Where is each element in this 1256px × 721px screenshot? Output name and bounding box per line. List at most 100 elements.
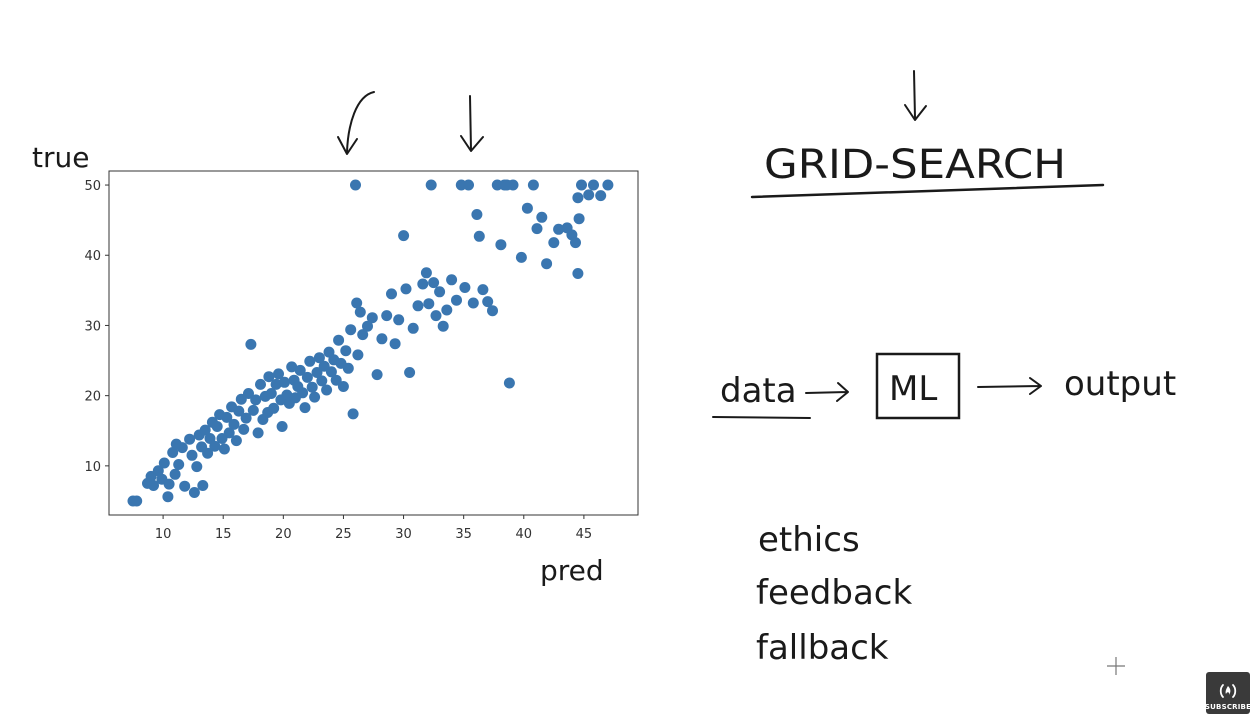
scatter-point bbox=[281, 389, 293, 401]
scatter-point bbox=[548, 237, 560, 249]
scatter-point bbox=[366, 312, 378, 324]
scatter-point bbox=[240, 412, 252, 424]
scatter-point bbox=[371, 369, 383, 381]
scatter-point bbox=[446, 274, 458, 286]
scatter-point bbox=[255, 378, 266, 390]
scatter-point bbox=[521, 202, 533, 214]
scatter-point bbox=[238, 423, 250, 435]
scatter-point bbox=[407, 322, 419, 334]
scatter-point bbox=[376, 333, 388, 345]
grid-search-arrow-icon bbox=[904, 70, 927, 121]
scatter-point bbox=[477, 284, 489, 296]
cursor-crosshair-icon bbox=[1107, 657, 1125, 675]
scatter-point bbox=[321, 384, 333, 396]
scatter-point bbox=[381, 310, 393, 322]
scatter-point bbox=[211, 421, 223, 432]
scatter-point bbox=[158, 457, 170, 469]
subscribe-label: SUBSCRIBE bbox=[1204, 703, 1252, 711]
scatter-point bbox=[184, 433, 196, 445]
grid-search-underline bbox=[750, 183, 1105, 199]
scatter-point bbox=[218, 443, 230, 455]
y-tick-label: 20 bbox=[84, 390, 101, 405]
x-tick-label: 30 bbox=[395, 527, 412, 542]
y-axis-ticks: 10 20 30 40 50 bbox=[84, 179, 109, 475]
scatter-point bbox=[162, 491, 174, 503]
scatter-point bbox=[270, 378, 282, 390]
scatter-point bbox=[250, 394, 262, 406]
scatter-point bbox=[333, 334, 345, 346]
scatter-point bbox=[299, 402, 311, 414]
scatter-point bbox=[389, 338, 401, 350]
scatter-point bbox=[350, 179, 361, 191]
scatter-point bbox=[294, 364, 306, 376]
scatter-point bbox=[471, 209, 483, 220]
y-tick-label: 50 bbox=[84, 179, 101, 194]
scatter-point bbox=[527, 179, 539, 191]
scatter-point bbox=[467, 297, 479, 309]
scatter-point bbox=[273, 368, 284, 380]
scatter-point bbox=[553, 223, 565, 235]
scatter-point bbox=[179, 480, 191, 492]
scatter-point bbox=[230, 435, 242, 447]
scatter-point bbox=[352, 349, 364, 361]
scatter-point bbox=[169, 468, 181, 480]
grid-search-title: GRID-SEARCH bbox=[764, 142, 1066, 188]
y-tick-label: 40 bbox=[84, 249, 101, 264]
scatter-point bbox=[191, 461, 203, 473]
scatter-point bbox=[362, 320, 373, 332]
scatter-chart: 10 15 20 25 30 35 40 45 10 20 30 40 50 bbox=[84, 170, 639, 542]
curved-arrow-head-icon bbox=[337, 136, 358, 155]
scatter-point bbox=[313, 352, 325, 364]
scatter-point bbox=[233, 405, 245, 417]
scatter-point bbox=[400, 283, 412, 295]
arrow-right-icon bbox=[977, 377, 1042, 395]
scatter-point bbox=[487, 305, 498, 317]
scatter-point bbox=[420, 267, 432, 279]
true-axis-label: true bbox=[32, 141, 89, 174]
plot-frame bbox=[108, 170, 639, 516]
topic-feedback: feedback bbox=[756, 573, 912, 613]
curved-arrow-icon bbox=[346, 91, 375, 153]
x-tick-label: 40 bbox=[516, 527, 533, 542]
scatter-point bbox=[570, 237, 581, 249]
y-tick-label: 30 bbox=[84, 319, 101, 334]
scatter-point bbox=[536, 211, 548, 223]
pred-axis-label: pred bbox=[540, 554, 604, 587]
scatter-point bbox=[186, 449, 198, 461]
scatter-point bbox=[309, 391, 321, 403]
scatter-point bbox=[357, 329, 369, 341]
scatter-point bbox=[301, 371, 313, 383]
scatter-point bbox=[252, 427, 264, 439]
ml-box bbox=[875, 352, 961, 420]
scatter-point bbox=[351, 297, 363, 309]
scatter-point bbox=[265, 388, 277, 399]
x-tick-label: 20 bbox=[275, 527, 292, 542]
scatter-point bbox=[404, 367, 416, 378]
scatter-point bbox=[541, 258, 553, 270]
scatter-point bbox=[441, 304, 453, 316]
scatter-point bbox=[228, 418, 240, 430]
topic-fallback: fallback bbox=[756, 628, 889, 668]
scatter-point bbox=[223, 427, 235, 439]
scatter-point bbox=[173, 459, 185, 470]
scatter-point bbox=[199, 424, 211, 436]
x-tick-label: 10 bbox=[155, 527, 172, 542]
y-tick-label: 10 bbox=[84, 460, 101, 475]
scatter-point bbox=[459, 282, 471, 293]
scatter-point bbox=[263, 371, 275, 383]
scatter-point bbox=[209, 440, 221, 452]
scatter-point bbox=[167, 447, 179, 458]
scatter-point bbox=[268, 402, 280, 414]
scatter-point bbox=[163, 478, 175, 490]
scatter-point bbox=[423, 298, 435, 310]
scatter-point bbox=[286, 361, 298, 373]
scatter-point bbox=[425, 179, 437, 191]
scatter-point bbox=[572, 192, 584, 204]
scatter-point bbox=[515, 251, 527, 263]
scatter-point bbox=[588, 179, 599, 191]
subscribe-badge[interactable]: SUBSCRIBE bbox=[1204, 672, 1252, 714]
scatter-point bbox=[202, 447, 214, 459]
scatter-point bbox=[437, 320, 449, 332]
scatter-point bbox=[347, 408, 359, 420]
